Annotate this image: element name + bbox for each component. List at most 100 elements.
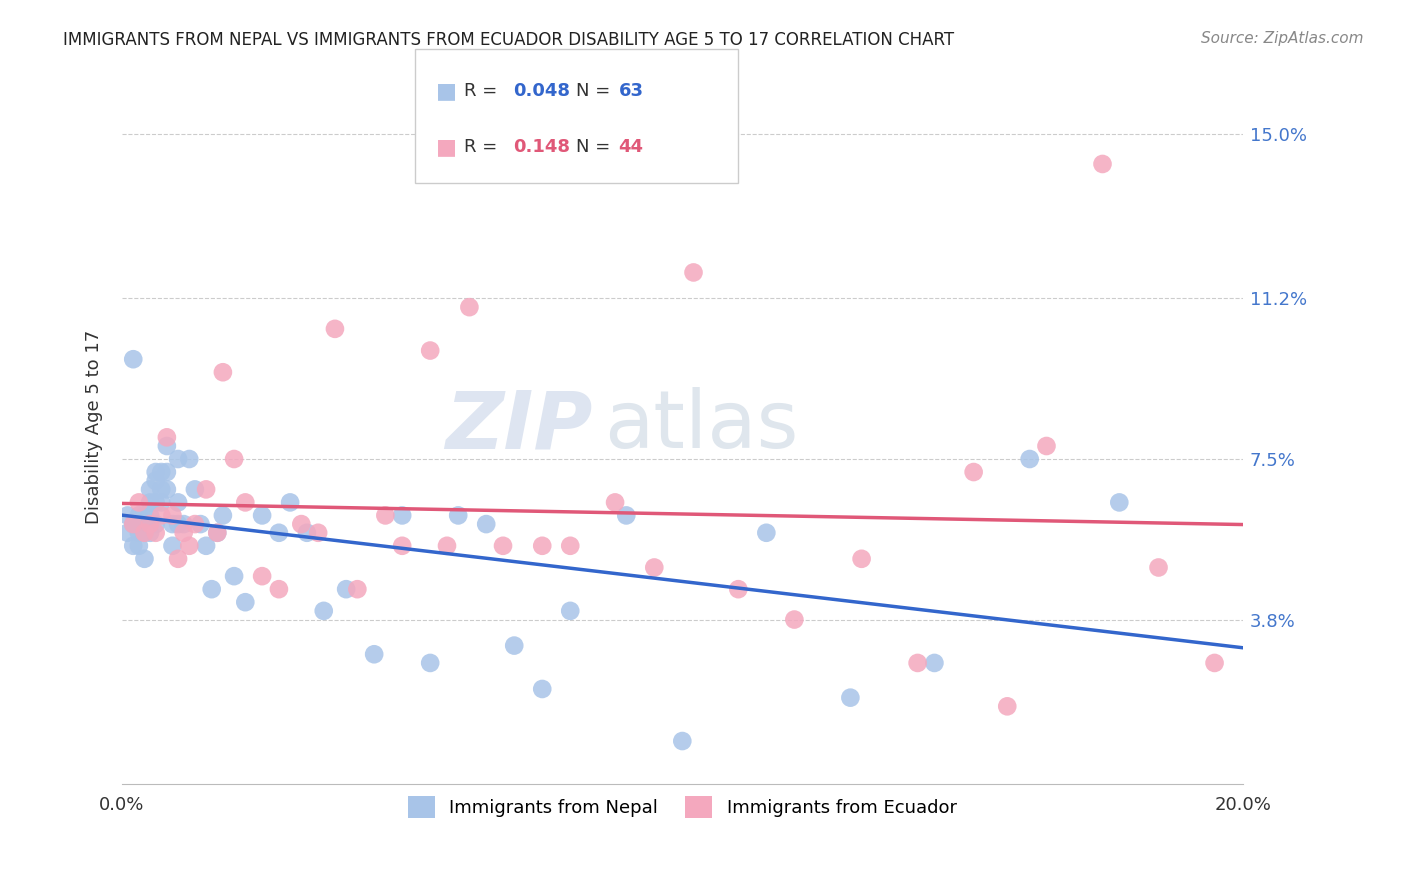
Point xyxy=(190,517,212,532)
Point xyxy=(503,639,526,653)
Point xyxy=(150,508,173,523)
Text: R =: R = xyxy=(464,82,503,100)
Point xyxy=(150,465,173,479)
Point xyxy=(179,452,201,467)
Point xyxy=(492,539,515,553)
Text: N =: N = xyxy=(576,82,616,100)
Point xyxy=(267,525,290,540)
Point xyxy=(117,508,139,523)
Point xyxy=(139,525,162,540)
Point xyxy=(212,508,235,523)
Point xyxy=(531,681,554,696)
Point xyxy=(224,452,246,467)
Point xyxy=(122,539,145,553)
Point xyxy=(962,465,984,479)
Point xyxy=(179,539,201,553)
Point xyxy=(1035,439,1057,453)
Point xyxy=(458,300,481,314)
Point xyxy=(145,465,167,479)
Point xyxy=(851,551,873,566)
Point xyxy=(1147,560,1170,574)
Point xyxy=(267,582,290,597)
Point xyxy=(924,656,946,670)
Point xyxy=(995,699,1018,714)
Point xyxy=(139,495,162,509)
Point xyxy=(128,539,150,553)
Point xyxy=(212,365,235,379)
Text: 0.148: 0.148 xyxy=(513,138,571,156)
Text: atlas: atlas xyxy=(603,387,799,466)
Point xyxy=(156,430,179,444)
Point xyxy=(201,582,224,597)
Point xyxy=(391,508,413,523)
Point xyxy=(278,495,301,509)
Point xyxy=(335,582,357,597)
Point xyxy=(134,525,156,540)
Text: Source: ZipAtlas.com: Source: ZipAtlas.com xyxy=(1201,31,1364,46)
Point xyxy=(145,525,167,540)
Point xyxy=(156,439,179,453)
Point xyxy=(167,452,190,467)
Point xyxy=(156,465,179,479)
Point xyxy=(167,551,190,566)
Point xyxy=(134,517,156,532)
Point xyxy=(173,525,195,540)
Point xyxy=(167,517,190,532)
Point xyxy=(614,508,637,523)
Point xyxy=(128,508,150,523)
Point xyxy=(374,508,396,523)
Point xyxy=(134,525,156,540)
Point xyxy=(122,517,145,532)
Point xyxy=(150,483,173,497)
Point xyxy=(184,517,207,532)
Text: 0.048: 0.048 xyxy=(513,82,571,100)
Point xyxy=(145,474,167,488)
Text: N =: N = xyxy=(576,138,616,156)
Point xyxy=(150,495,173,509)
Point xyxy=(295,525,318,540)
Point xyxy=(139,517,162,532)
Point xyxy=(139,483,162,497)
Point xyxy=(323,322,346,336)
Point xyxy=(134,551,156,566)
Point xyxy=(250,569,273,583)
Point xyxy=(207,525,229,540)
Text: ■: ■ xyxy=(436,81,457,101)
Point xyxy=(682,265,704,279)
Point xyxy=(363,647,385,661)
Point xyxy=(346,582,368,597)
Point xyxy=(122,517,145,532)
Point xyxy=(233,595,256,609)
Point xyxy=(128,495,150,509)
Point xyxy=(475,517,498,532)
Point xyxy=(307,525,329,540)
Y-axis label: Disability Age 5 to 17: Disability Age 5 to 17 xyxy=(86,329,103,524)
Text: 63: 63 xyxy=(619,82,644,100)
Point xyxy=(1091,157,1114,171)
Text: R =: R = xyxy=(464,138,503,156)
Point xyxy=(250,508,273,523)
Point xyxy=(727,582,749,597)
Legend: Immigrants from Nepal, Immigrants from Ecuador: Immigrants from Nepal, Immigrants from E… xyxy=(401,789,965,825)
Point xyxy=(560,604,582,618)
Point xyxy=(643,560,665,574)
Point xyxy=(195,539,218,553)
Point xyxy=(1204,656,1226,670)
Text: ZIP: ZIP xyxy=(446,387,593,466)
Point xyxy=(783,613,806,627)
Point xyxy=(312,604,335,618)
Point xyxy=(128,517,150,532)
Point xyxy=(419,656,441,670)
Point xyxy=(1108,495,1130,509)
Point xyxy=(145,517,167,532)
Point xyxy=(560,539,582,553)
Point xyxy=(128,525,150,540)
Point xyxy=(156,483,179,497)
Point xyxy=(184,483,207,497)
Point xyxy=(162,508,184,523)
Text: 44: 44 xyxy=(619,138,644,156)
Point xyxy=(603,495,626,509)
Point xyxy=(419,343,441,358)
Point xyxy=(531,539,554,553)
Text: IMMIGRANTS FROM NEPAL VS IMMIGRANTS FROM ECUADOR DISABILITY AGE 5 TO 17 CORRELAT: IMMIGRANTS FROM NEPAL VS IMMIGRANTS FROM… xyxy=(63,31,955,49)
